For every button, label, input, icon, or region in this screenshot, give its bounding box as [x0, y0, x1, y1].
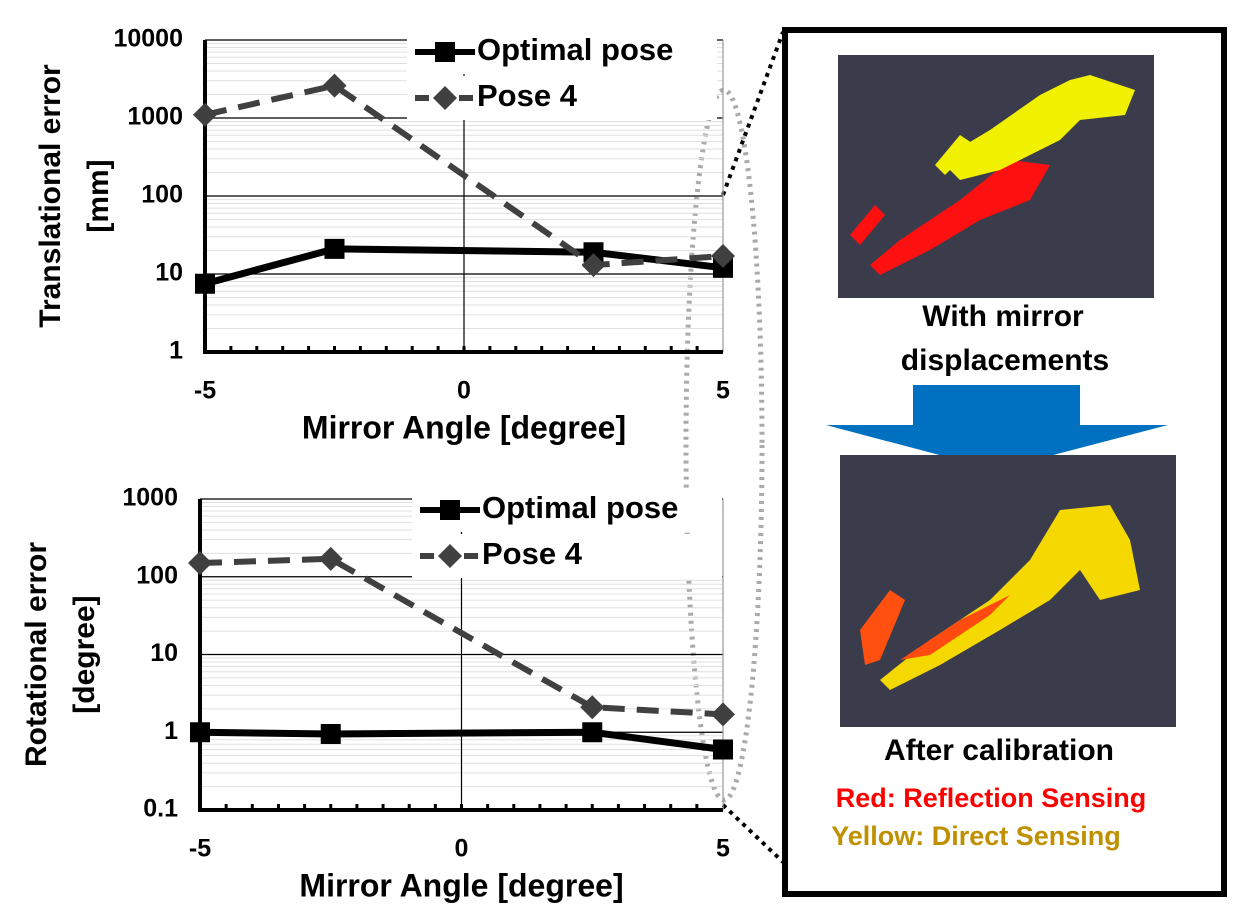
- y-axis-label: [degree]: [68, 595, 101, 713]
- legend-marker: [433, 86, 457, 110]
- connector: [721, 803, 785, 864]
- y-axis-label: Rotational error: [20, 542, 53, 767]
- x-tick-label: 5: [716, 835, 730, 863]
- caption: With mirror: [922, 300, 1084, 333]
- series-line: [204, 82, 724, 269]
- marker: [195, 273, 215, 294]
- y-tick-label: 10: [150, 639, 178, 667]
- caption: After calibration: [884, 734, 1114, 767]
- marker: [582, 722, 603, 743]
- legend-text: Red: Reflection Sensing: [836, 783, 1147, 813]
- legend-marker: [435, 42, 455, 62]
- legend-marker: [438, 544, 462, 568]
- image-after: [840, 455, 1176, 727]
- legend-text: Yellow: Direct Sensing: [831, 821, 1121, 851]
- y-tick-label: 100: [136, 561, 178, 589]
- marker: [324, 238, 345, 259]
- y-tick-label: 10000: [113, 25, 183, 53]
- legend-label: Optimal pose: [477, 32, 673, 67]
- x-tick-label: 5: [716, 377, 730, 405]
- series-line: [199, 555, 724, 718]
- x-tick-label: 0: [455, 835, 469, 863]
- marker: [583, 242, 604, 263]
- y-axis-label: [mm]: [82, 159, 115, 232]
- image-before: [838, 55, 1154, 298]
- legend-bg: [412, 534, 722, 578]
- y-axis-label: Translational error: [34, 64, 67, 328]
- legend-label: Pose 4: [477, 78, 578, 113]
- marker: [711, 244, 735, 269]
- x-axis-label: Mirror Angle [degree]: [302, 409, 626, 445]
- series-line: [199, 728, 724, 753]
- marker: [711, 702, 735, 727]
- legend-bg: [407, 76, 717, 120]
- x-tick-label: 0: [457, 377, 471, 405]
- legend-label: Pose 4: [482, 536, 583, 571]
- y-tick-label: 1: [169, 337, 183, 365]
- marker: [581, 253, 606, 278]
- legend-label: Optimal pose: [482, 490, 678, 525]
- marker: [713, 739, 733, 760]
- y-tick-label: 1: [164, 717, 178, 745]
- y-tick-label: 0.1: [143, 795, 178, 823]
- marker: [190, 722, 210, 743]
- x-tick-label: -5: [189, 835, 211, 863]
- legend-marker: [440, 500, 460, 520]
- caption: displacements: [901, 344, 1109, 377]
- marker: [320, 723, 341, 744]
- x-axis-label: Mirror Angle [degree]: [299, 867, 623, 903]
- connector: [721, 31, 785, 196]
- arrow: [826, 385, 1168, 470]
- marker: [580, 695, 605, 720]
- x-tick-label: -5: [194, 377, 216, 405]
- y-tick-label: 1000: [122, 484, 178, 512]
- y-tick-label: 1000: [127, 103, 183, 131]
- marker: [322, 73, 347, 98]
- y-tick-label: 100: [141, 181, 183, 209]
- highlight-ellipse: [683, 87, 765, 803]
- y-tick-label: 10: [155, 259, 183, 287]
- marker: [318, 546, 343, 571]
- marker: [188, 551, 212, 576]
- marker: [193, 102, 217, 127]
